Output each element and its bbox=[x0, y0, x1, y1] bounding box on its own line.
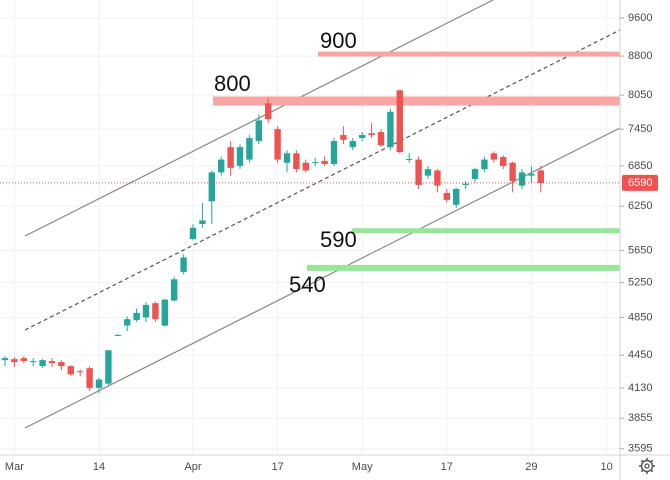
candle-body bbox=[471, 169, 479, 179]
level-band bbox=[352, 228, 620, 234]
candle-body bbox=[20, 358, 27, 362]
level-band bbox=[318, 51, 620, 57]
level-label: 540 bbox=[289, 272, 326, 297]
y-tick-label: 3595 bbox=[628, 443, 652, 455]
candle-body bbox=[142, 304, 150, 318]
candle-body bbox=[124, 319, 131, 326]
candle-body bbox=[443, 193, 450, 200]
candle-body bbox=[330, 141, 338, 165]
candle-body bbox=[349, 141, 356, 148]
y-tick-label: 8050 bbox=[628, 89, 652, 101]
candle-body bbox=[30, 361, 37, 363]
candle-body bbox=[86, 368, 93, 388]
candle-body bbox=[406, 158, 413, 160]
candle-body bbox=[171, 279, 178, 301]
x-tick-label: 29 bbox=[525, 461, 537, 473]
candle-body bbox=[48, 361, 56, 364]
candle-body bbox=[302, 162, 309, 171]
candle-body bbox=[424, 169, 432, 176]
candle-body bbox=[462, 183, 469, 185]
candle-body bbox=[227, 147, 234, 168]
y-tick-label: 5650 bbox=[628, 244, 652, 256]
candle-body bbox=[481, 159, 488, 170]
candle-body bbox=[453, 188, 460, 205]
candle-body bbox=[180, 257, 187, 272]
y-tick-label: 9600 bbox=[628, 12, 652, 24]
candle-body bbox=[246, 138, 253, 160]
y-tick-label: 3855 bbox=[628, 412, 652, 424]
candle-body bbox=[509, 162, 516, 181]
candle-body bbox=[1, 358, 9, 361]
candle-body bbox=[189, 227, 197, 239]
candle-body bbox=[236, 147, 244, 166]
y-tick-label: 8800 bbox=[628, 50, 652, 62]
candle-body bbox=[67, 366, 74, 375]
plot: 900 800 590 540 bbox=[0, 28, 620, 394]
settings-icon[interactable] bbox=[639, 458, 655, 474]
candle-body bbox=[274, 129, 281, 160]
candle-body bbox=[161, 299, 168, 326]
candle-body bbox=[208, 172, 215, 202]
candle-body bbox=[133, 312, 140, 321]
y-tick-label: 7450 bbox=[628, 123, 652, 135]
y-tick-label: 6850 bbox=[628, 160, 652, 172]
candle-body bbox=[359, 135, 366, 139]
candle-body bbox=[321, 160, 328, 165]
candle-body bbox=[434, 170, 441, 186]
candle-body bbox=[415, 159, 422, 185]
gear-teeth[interactable] bbox=[639, 458, 655, 474]
x-tick-label: May bbox=[352, 461, 373, 473]
candle-body bbox=[95, 379, 103, 388]
candle-body bbox=[387, 111, 394, 148]
candle-body bbox=[199, 220, 206, 225]
candle-body bbox=[396, 90, 403, 153]
candle-body bbox=[114, 334, 121, 336]
candle-body bbox=[340, 135, 347, 140]
candle-body bbox=[58, 362, 65, 367]
candle-body bbox=[77, 371, 84, 373]
candle-body bbox=[537, 170, 544, 183]
last-price-tag bbox=[622, 174, 658, 191]
candle-body bbox=[152, 303, 159, 320]
level-label: 800 bbox=[214, 71, 251, 96]
x-tick-label: 17 bbox=[441, 461, 453, 473]
candle-body bbox=[105, 350, 112, 384]
candle-body bbox=[377, 132, 385, 146]
candle-body bbox=[368, 133, 375, 136]
candle-body bbox=[490, 153, 497, 160]
axis: 3595 3855 4130 4450 4850 5250 5650 6250 6850 7450… bbox=[5, 12, 658, 473]
candle-body bbox=[293, 153, 300, 170]
x-tick-label: 10 bbox=[600, 461, 612, 473]
y-tick-label: 6250 bbox=[628, 200, 652, 212]
candle-body bbox=[218, 159, 225, 173]
gear-inner[interactable] bbox=[644, 463, 650, 469]
x-tick-label: 14 bbox=[93, 461, 105, 473]
level-label: 590 bbox=[320, 227, 357, 252]
candle-body bbox=[11, 359, 18, 363]
channel-middle bbox=[24, 29, 621, 331]
x-tick-label: Mar bbox=[5, 461, 24, 473]
last-price-label: 6590 bbox=[628, 177, 652, 189]
candle-body bbox=[39, 360, 46, 367]
y-tick-label: 4850 bbox=[628, 311, 652, 323]
candle-body bbox=[518, 172, 526, 186]
level-label: 900 bbox=[320, 28, 357, 53]
x-tick-label: Apr bbox=[184, 461, 201, 473]
y-tick-label: 4130 bbox=[628, 382, 652, 394]
candle-body bbox=[500, 157, 507, 166]
candle-body bbox=[312, 162, 319, 164]
y-tick-label: 5250 bbox=[628, 277, 652, 289]
candle-body bbox=[255, 120, 262, 142]
candle-body bbox=[283, 153, 291, 163]
level-band bbox=[307, 264, 620, 271]
x-tick-label: 17 bbox=[271, 461, 283, 473]
y-tick-label: 4450 bbox=[628, 349, 652, 361]
candle-body bbox=[265, 103, 272, 120]
candle-body bbox=[528, 173, 535, 176]
level-band bbox=[213, 96, 620, 106]
